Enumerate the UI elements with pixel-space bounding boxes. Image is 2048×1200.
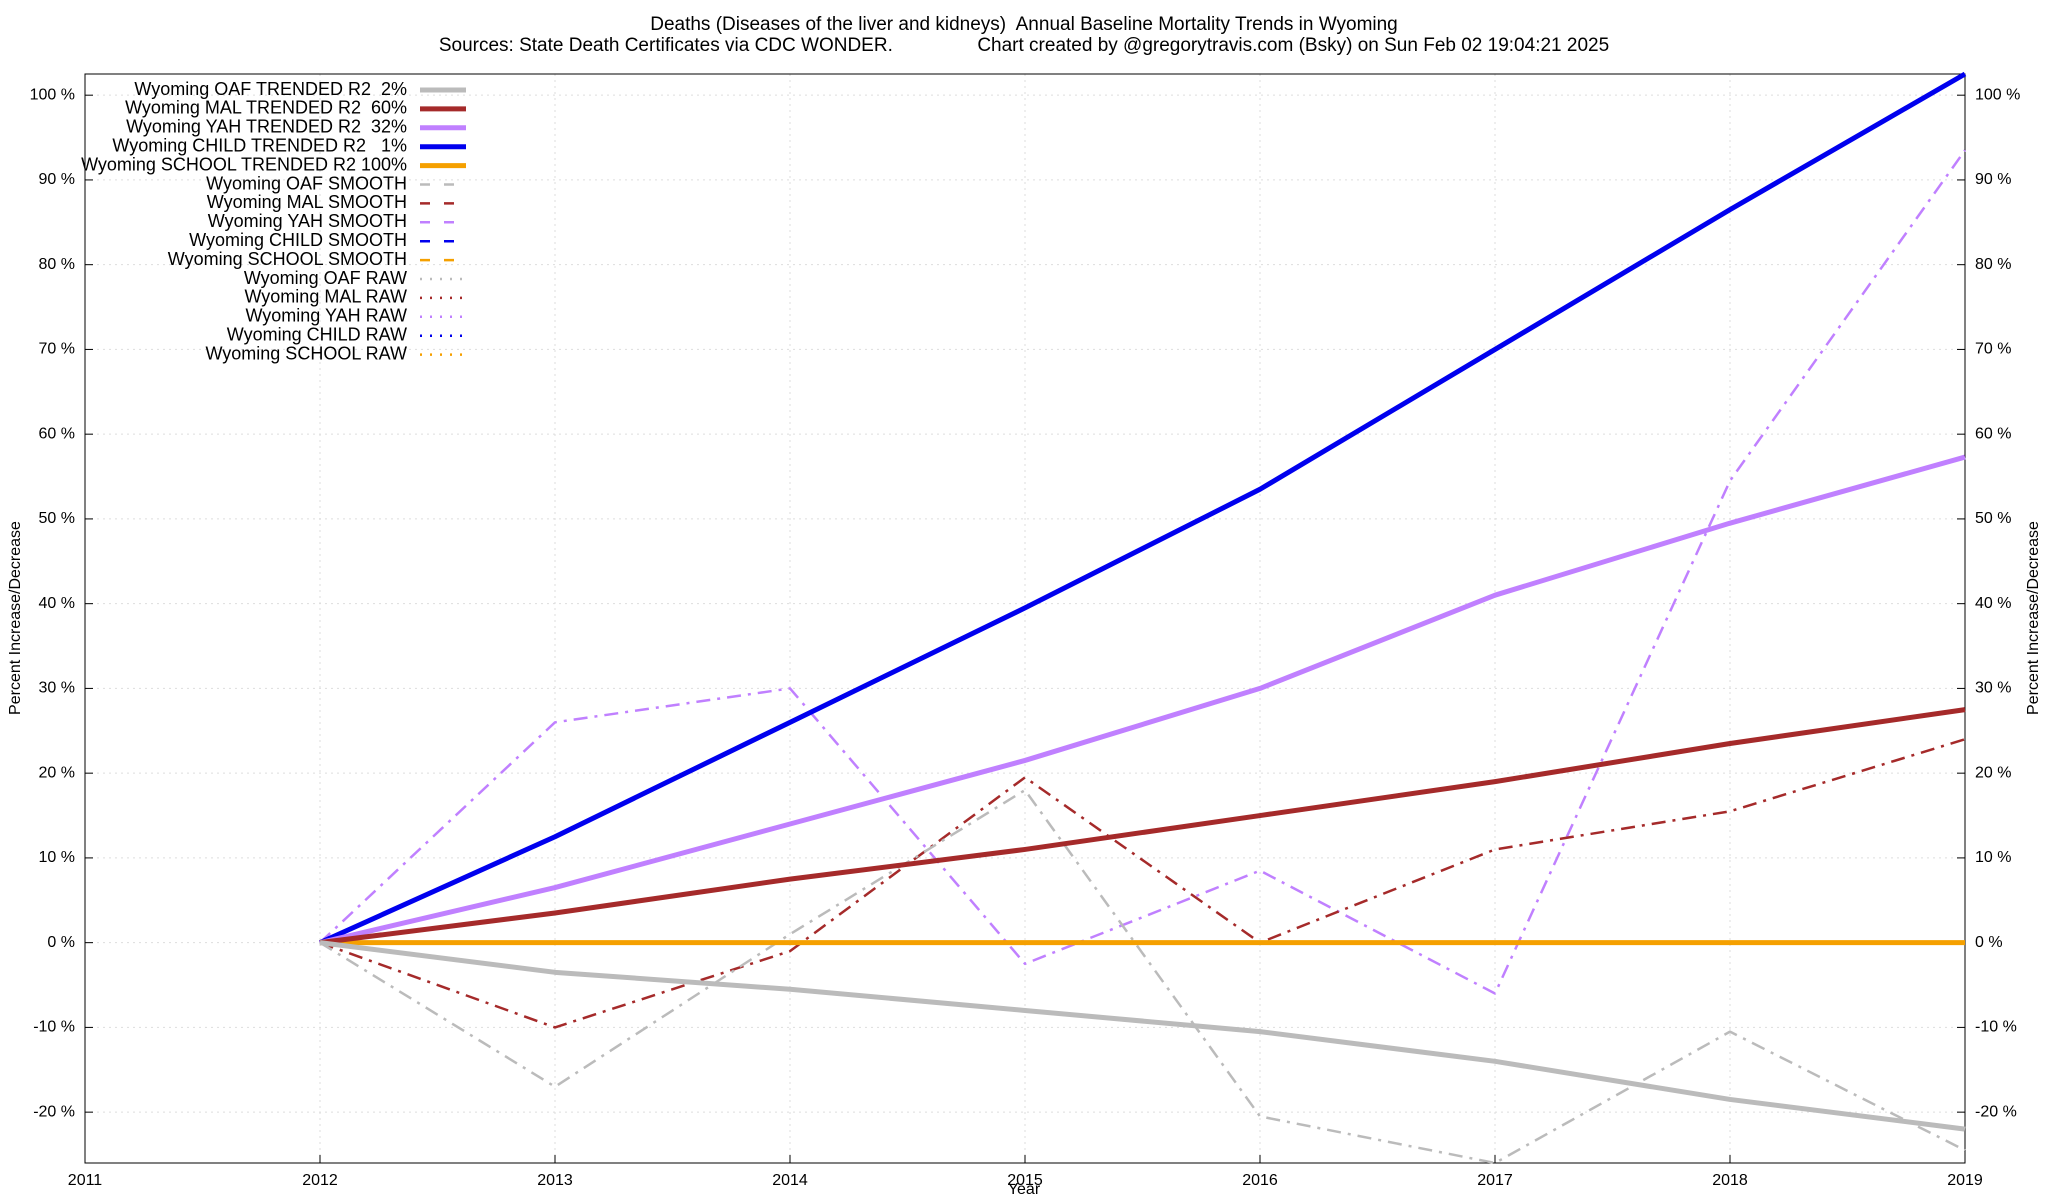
y2-tick-label: 0 % xyxy=(1975,934,2003,951)
y2-tick-label: 30 % xyxy=(1975,680,2011,697)
x-tick-label: 2014 xyxy=(772,1172,808,1189)
x-tick-label: 2012 xyxy=(302,1172,338,1189)
y-tick-label: 100 % xyxy=(30,86,75,103)
y-tick-label: -10 % xyxy=(33,1019,75,1036)
legend-label: Wyoming MAL TRENDED R2 60% xyxy=(125,98,407,118)
y2-tick-label: 90 % xyxy=(1975,171,2011,188)
series-line xyxy=(319,149,1967,995)
y-tick-label: 80 % xyxy=(39,256,75,273)
y-tick-label: 40 % xyxy=(39,595,75,612)
legend-label: Wyoming MAL SMOOTH xyxy=(207,192,407,212)
legend-label: Wyoming MAL RAW xyxy=(244,287,407,307)
legend-label: Wyoming SCHOOL RAW xyxy=(205,343,407,363)
legend-label: Wyoming YAH TRENDED R2 32% xyxy=(126,117,407,137)
series-line xyxy=(319,454,1966,946)
x-tick-label: 2017 xyxy=(1477,1172,1513,1189)
series-line xyxy=(318,71,1967,945)
series-line xyxy=(319,788,1966,1165)
y2-tick-label: 20 % xyxy=(1975,764,2011,781)
y2-tick-label: 70 % xyxy=(1975,341,2011,358)
y-tick-label: 60 % xyxy=(39,425,75,442)
y-tick-label: 50 % xyxy=(39,510,75,527)
legend-label: Wyoming CHILD RAW xyxy=(227,324,407,344)
legend-label: Wyoming CHILD SMOOTH xyxy=(189,230,407,250)
y2-axis-label: Percent Increase/Decrease xyxy=(2025,521,2042,715)
legend-label: Wyoming CHILD TRENDED R2 1% xyxy=(112,135,407,155)
y-axis-label: Percent Increase/Decrease xyxy=(7,521,24,715)
chart-title: Deaths (Diseases of the liver and kidney… xyxy=(650,14,1398,35)
series-line xyxy=(319,707,1966,946)
plot-frame xyxy=(84,73,1966,1164)
y2-tick-label: -10 % xyxy=(1975,1019,2017,1036)
x-tick-label: 2011 xyxy=(68,1172,103,1189)
legend-label: Wyoming OAF TRENDED R2 2% xyxy=(134,79,407,99)
y-tick-label: 0 % xyxy=(47,934,75,951)
y2-tick-label: -20 % xyxy=(1975,1103,2017,1120)
y2-tick-label: 100 % xyxy=(1975,86,2020,103)
y-tick-label: 20 % xyxy=(39,764,75,781)
legend-label: Wyoming SCHOOL SMOOTH xyxy=(168,249,407,269)
chart-subtitle: Sources: State Death Certificates via CD… xyxy=(439,35,1609,56)
x-tick-label: 2019 xyxy=(1947,1172,1983,1189)
y-tick-label: -20 % xyxy=(33,1103,75,1120)
y-tick-label: 30 % xyxy=(39,680,75,697)
legend-label: Wyoming YAH RAW xyxy=(245,306,407,326)
y2-tick-label: 10 % xyxy=(1975,849,2011,866)
legend-label: Wyoming OAF RAW xyxy=(244,268,407,288)
y-tick-label: 90 % xyxy=(39,171,75,188)
series-line xyxy=(319,940,1966,1132)
y2-tick-label: 80 % xyxy=(1975,256,2011,273)
y-tick-label: 10 % xyxy=(39,849,75,866)
y2-tick-label: 40 % xyxy=(1975,595,2011,612)
legend-label: Wyoming SCHOOL TRENDED R2 100% xyxy=(81,154,407,174)
x-tick-label: 2018 xyxy=(1712,1172,1748,1189)
y2-tick-label: 50 % xyxy=(1975,510,2011,527)
x-tick-label: 2016 xyxy=(1242,1172,1278,1189)
y-tick-label: 70 % xyxy=(39,341,75,358)
x-axis-label: Year xyxy=(1008,1181,1041,1198)
x-tick-label: 2013 xyxy=(537,1172,573,1189)
x-tick-label: 2015 xyxy=(1007,1172,1043,1189)
legend-label: Wyoming YAH SMOOTH xyxy=(208,211,407,231)
series-line xyxy=(319,738,1966,1029)
legend-label: Wyoming OAF SMOOTH xyxy=(206,173,407,193)
y2-tick-label: 60 % xyxy=(1975,425,2011,442)
